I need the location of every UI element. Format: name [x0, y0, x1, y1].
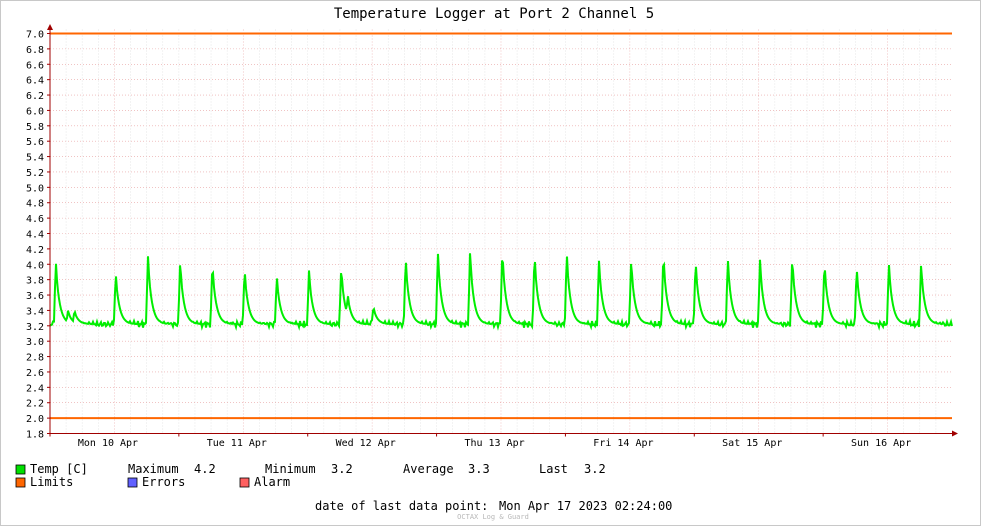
x-tick-label: Thu 13 Apr — [464, 438, 524, 449]
y-tick-label: 4.8 — [26, 199, 44, 210]
stat-minimum-value: 3.2 — [331, 462, 353, 476]
y-axis-arrow — [47, 24, 53, 30]
y-tick-label: 4.0 — [26, 260, 44, 271]
axes — [47, 24, 958, 437]
legend-swatch-limits — [15, 477, 26, 488]
last-data-point-label: date of last data point: — [315, 499, 488, 513]
y-tick-label: 3.4 — [26, 306, 44, 317]
y-tick-label: 3.0 — [26, 337, 44, 348]
stat-last-label: Last — [539, 462, 568, 476]
y-tick-label: 6.0 — [26, 106, 44, 117]
temp-series-line — [49, 253, 953, 331]
x-tick-label: Sat 15 Apr — [722, 438, 782, 449]
chart-title: Temperature Logger at Port 2 Channel 5 — [334, 6, 654, 22]
y-tick-label: 2.6 — [26, 368, 44, 379]
y-tick-label: 5.8 — [26, 122, 44, 133]
y-tick-labels: 1.8 2.0 2.2 2.4 2.6 2.8 3.0 3.2 3.4 3.6 3.8 4.0 4.2 4… — [26, 30, 44, 441]
legend-label-errors: Errors — [142, 475, 185, 489]
x-axis-arrow — [952, 430, 958, 437]
y-tick-label: 5.4 — [26, 153, 44, 164]
y-tick-label: 5.0 — [26, 183, 44, 194]
stat-last-value: 3.2 — [584, 462, 606, 476]
legend-swatch-errors — [127, 477, 138, 488]
x-tick-label: Fri 14 Apr — [593, 438, 653, 449]
y-tick-label: 5.6 — [26, 137, 44, 148]
limit-lines — [50, 32, 952, 420]
legend-label-limits: Limits — [30, 475, 73, 489]
y-tick-label: 3.8 — [26, 276, 44, 287]
last-data-point-value: Mon Apr 17 2023 02:24:00 — [499, 499, 672, 513]
y-tick-label: 3.2 — [26, 322, 44, 333]
x-tick-labels: Mon 10 Apr Tue 11 Apr Wed 12 Apr Thu 13 Apr… — [78, 438, 911, 449]
x-tick-label: Mon 10 Apr — [78, 438, 138, 449]
y-tick-label: 4.4 — [26, 230, 44, 241]
y-tick-label: 2.2 — [26, 399, 44, 410]
x-tick-label: Sun 16 Apr — [851, 438, 911, 449]
y-tick-label: 1.8 — [26, 430, 44, 441]
legend: Temp [C] Maximum 4.2 Minimum 3.2 Average… — [15, 462, 606, 489]
y-tick-label: 3.6 — [26, 291, 44, 302]
y-tick-label: 2.8 — [26, 353, 44, 364]
legend-swatch-alarm — [239, 477, 250, 488]
y-tick-label: 4.6 — [26, 214, 44, 225]
stat-maximum-value: 4.2 — [194, 462, 216, 476]
x-tick-label: Tue 11 Apr — [207, 438, 267, 449]
legend-label-alarm: Alarm — [254, 475, 290, 489]
y-tick-label: 4.2 — [26, 245, 44, 256]
y-tick-label: 6.8 — [26, 45, 44, 56]
x-tick-label: Wed 12 Apr — [336, 438, 396, 449]
y-tick-label: 2.0 — [26, 414, 44, 425]
watermark: OCTAX Log & Guard — [457, 513, 529, 521]
y-tick-label: 6.4 — [26, 76, 44, 87]
y-tick-label: 6.2 — [26, 91, 44, 102]
y-tick-label: 7.0 — [26, 30, 44, 41]
y-tick-label: 5.2 — [26, 168, 44, 179]
legend-swatch-temp — [15, 464, 26, 475]
stat-average-value: 3.3 — [468, 462, 490, 476]
y-tick-label: 2.4 — [26, 383, 44, 394]
stat-maximum-label: Maximum — [128, 462, 179, 476]
legend-label-temp: Temp [C] — [30, 462, 88, 476]
stat-average-label: Average — [403, 462, 454, 476]
stat-minimum-label: Minimum — [265, 462, 316, 476]
y-tick-label: 6.6 — [26, 60, 44, 71]
